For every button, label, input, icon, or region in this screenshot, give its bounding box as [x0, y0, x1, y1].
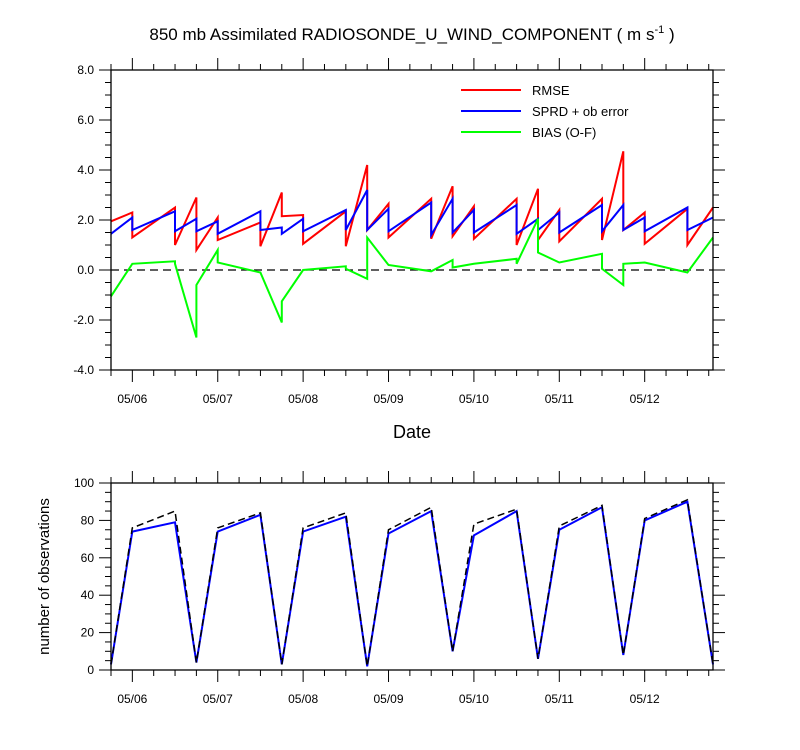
series-line-bias-o-f	[110, 218, 714, 338]
y-tick-label: 8.0	[77, 63, 94, 77]
x-tick-label: 05/08	[288, 392, 318, 406]
chart-title: 850 mb Assimilated RADIOSONDE_U_WIND_COM…	[149, 24, 674, 44]
y-tick-label: 0	[87, 663, 94, 677]
bottom-panel: 100 80 60 40 20 0 05/06 05/07 05/08 05/09 05/10 05/…	[36, 471, 725, 706]
series-line-rmse	[110, 151, 714, 254]
x-tick-label: 05/09	[374, 392, 404, 406]
plot-frame	[110, 69, 714, 371]
series-line-sprd-ob-error	[110, 189, 714, 239]
x-tick-label: 05/06	[117, 392, 147, 406]
y-tick-label: 80	[81, 513, 95, 527]
y-tick-label: 100	[74, 476, 94, 490]
top-panel: 850 mb Assimilated RADIOSONDE_U_WIND_COM…	[73, 24, 725, 442]
legend: RMSE SPRD + ob error BIAS (O-F)	[461, 83, 629, 140]
legend-label: SPRD + ob error	[532, 104, 629, 119]
y-tick-label: 6.0	[77, 113, 94, 127]
x-tick-label: 05/12	[630, 692, 660, 706]
y-axis-label: number of observations	[36, 498, 53, 655]
y-tick-label: 60	[81, 551, 95, 565]
y-tick-label: 40	[81, 588, 95, 602]
x-axis-label: Date	[393, 422, 431, 442]
series-line-used	[110, 500, 714, 667]
x-tick-label: 05/10	[459, 692, 489, 706]
x-tick-label: 05/10	[459, 392, 489, 406]
x-tick-label: 05/06	[117, 692, 147, 706]
x-tick-label: 05/11	[545, 392, 574, 406]
x-tick-label: 05/08	[288, 692, 318, 706]
series-line-possible	[110, 498, 714, 667]
plot-frame	[110, 482, 714, 671]
y-tick-label: 4.0	[77, 163, 94, 177]
y-tick-label: 2.0	[77, 213, 94, 227]
x-tick-label: 05/09	[374, 692, 404, 706]
y-tick-label: -4.0	[73, 363, 94, 377]
legend-label: BIAS (O-F)	[532, 125, 596, 140]
legend-label: RMSE	[532, 83, 570, 98]
x-tick-label: 05/07	[203, 692, 233, 706]
y-tick-label: 20	[81, 626, 95, 640]
x-tick-label: 05/12	[630, 392, 660, 406]
x-tick-label: 05/11	[545, 692, 574, 706]
y-tick-label: 0.0	[77, 263, 94, 277]
x-tick-label: 05/07	[203, 392, 233, 406]
y-tick-label: -2.0	[73, 313, 94, 327]
